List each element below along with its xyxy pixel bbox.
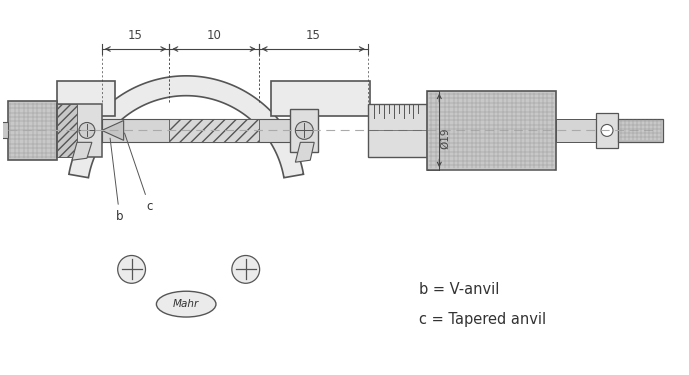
- Circle shape: [118, 255, 145, 283]
- FancyBboxPatch shape: [57, 104, 102, 157]
- FancyBboxPatch shape: [102, 118, 300, 142]
- FancyBboxPatch shape: [57, 104, 77, 157]
- FancyBboxPatch shape: [557, 118, 596, 142]
- FancyBboxPatch shape: [271, 81, 370, 116]
- FancyBboxPatch shape: [290, 109, 318, 152]
- FancyBboxPatch shape: [169, 118, 258, 142]
- FancyBboxPatch shape: [8, 100, 57, 160]
- FancyBboxPatch shape: [0, 123, 8, 138]
- Polygon shape: [72, 142, 92, 160]
- Text: b = V-anvil: b = V-anvil: [420, 282, 500, 297]
- Text: Ø19: Ø19: [440, 128, 450, 149]
- FancyBboxPatch shape: [427, 91, 557, 170]
- Circle shape: [601, 124, 613, 136]
- Polygon shape: [296, 142, 314, 162]
- Text: 15: 15: [306, 29, 320, 42]
- FancyBboxPatch shape: [368, 104, 427, 157]
- Text: Mahr: Mahr: [173, 299, 199, 309]
- FancyBboxPatch shape: [57, 81, 114, 116]
- Circle shape: [296, 122, 313, 140]
- Text: c = Tapered anvil: c = Tapered anvil: [420, 312, 546, 327]
- Text: c: c: [125, 133, 153, 213]
- Polygon shape: [69, 76, 303, 178]
- Ellipse shape: [156, 291, 216, 317]
- Circle shape: [232, 255, 260, 283]
- Text: 15: 15: [128, 29, 143, 42]
- Text: 10: 10: [207, 29, 221, 42]
- Circle shape: [79, 123, 95, 138]
- Text: b: b: [110, 138, 123, 223]
- Polygon shape: [102, 120, 123, 140]
- FancyBboxPatch shape: [618, 118, 663, 142]
- FancyBboxPatch shape: [596, 112, 618, 148]
